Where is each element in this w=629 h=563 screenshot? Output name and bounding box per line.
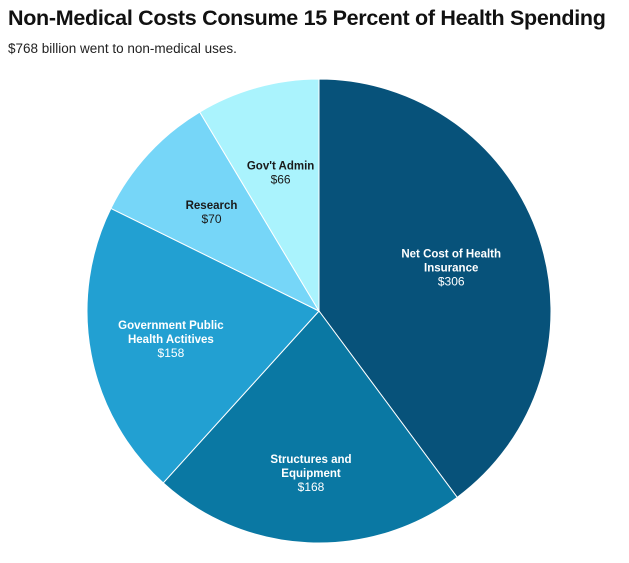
slice-category-label: Research xyxy=(186,200,238,212)
slice-category-label: Government Public xyxy=(118,320,224,332)
pie-slice-4 xyxy=(199,78,320,313)
slice-label-4: Gov't Admin $66 xyxy=(247,160,314,186)
slice-value-label: $70 xyxy=(201,212,221,226)
pie-slice-2 xyxy=(86,207,320,484)
slice-category-label: Insurance xyxy=(424,262,478,274)
chart-title: Non-Medical Costs Consume 15 Percent of … xyxy=(8,6,606,30)
slice-label-2: Government Public Health Actitives $158 xyxy=(118,320,224,360)
slice-value-label: $158 xyxy=(158,346,185,360)
pie-slice-3 xyxy=(110,111,321,313)
pie-labels: Net Cost of Health Insurance $306 Structure… xyxy=(118,160,501,494)
pie-slices xyxy=(86,78,552,544)
chart-subtitle: $768 billion went to non-medical uses. xyxy=(8,41,237,56)
slice-category-label: Net Cost of Health xyxy=(401,248,501,260)
pie-slice-0 xyxy=(318,78,552,499)
slice-category-label: Gov't Admin xyxy=(247,160,314,172)
slice-value-label: $306 xyxy=(438,274,465,288)
slice-value-label: $168 xyxy=(298,480,325,494)
pie-slice-1 xyxy=(162,310,458,544)
slice-category-label: Structures and xyxy=(270,454,351,466)
slice-value-label: $66 xyxy=(271,172,291,186)
slice-label-0: Net Cost of Health Insurance $306 xyxy=(401,248,501,288)
slice-category-label: Health Actitives xyxy=(128,334,214,346)
slice-category-label: Equipment xyxy=(281,468,341,480)
slice-label-3: Research $70 xyxy=(186,200,238,226)
slice-label-1: Structures and Equipment $168 xyxy=(270,454,351,494)
